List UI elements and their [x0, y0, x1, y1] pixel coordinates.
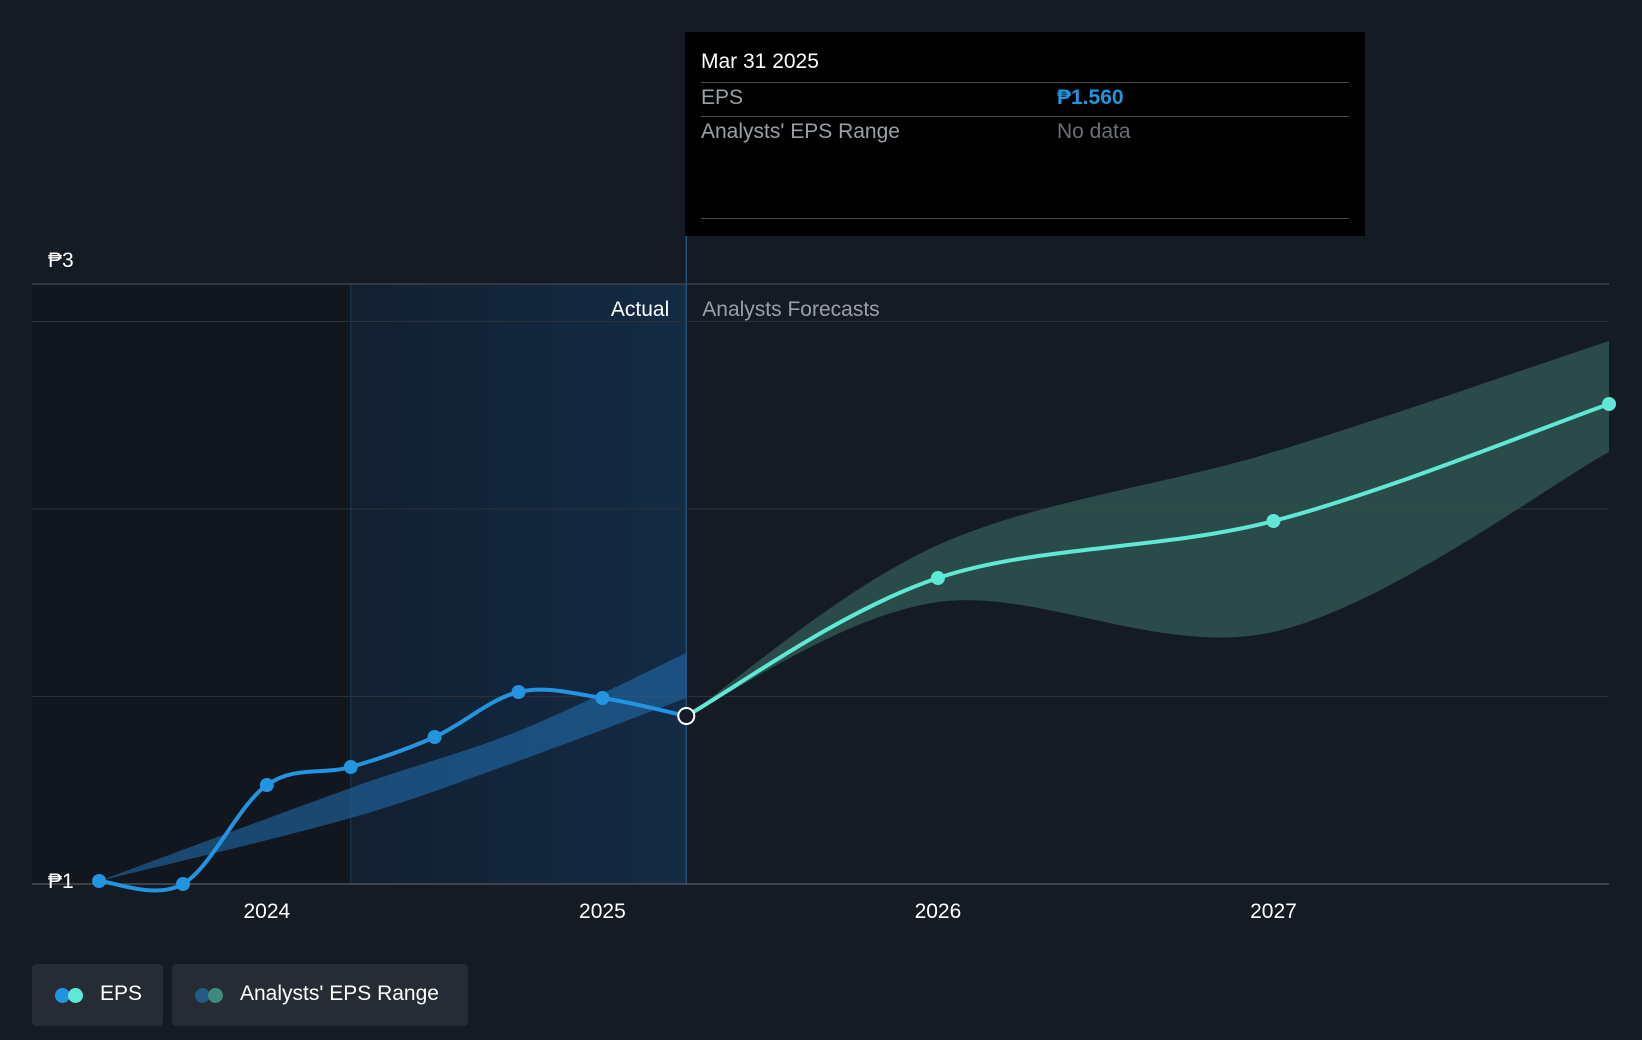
eps-actual-dot-icon: [55, 988, 70, 1003]
eps-range-band-forecast: [686, 341, 1609, 716]
eps-point-actual[interactable]: [427, 730, 442, 744]
legend-item-eps[interactable]: EPS: [32, 964, 163, 1026]
x-tick-label: 2026: [915, 900, 962, 923]
eps-point-actual[interactable]: [175, 877, 190, 891]
tooltip-eps-value: ₱1.560: [1057, 86, 1124, 109]
eps-highlight-point[interactable]: [677, 707, 696, 725]
tooltip-divider: [701, 116, 1349, 117]
x-tick-label: 2024: [244, 900, 291, 923]
x-tick-label: 2027: [1250, 900, 1297, 923]
region-label-actual: Actual: [611, 298, 669, 321]
tooltip-divider: [701, 218, 1349, 219]
eps-point-forecast[interactable]: [930, 571, 945, 585]
eps-point-actual[interactable]: [343, 760, 358, 774]
region-label-forecast: Analysts Forecasts: [702, 298, 879, 321]
tooltip-date: Mar 31 2025: [701, 50, 819, 73]
eps-point-actual[interactable]: [511, 685, 526, 699]
eps-point-forecast[interactable]: [1602, 397, 1616, 411]
tooltip: Mar 31 2025 EPS ₱1.560 Analysts' EPS Ran…: [685, 32, 1365, 236]
tooltip-divider: [701, 82, 1349, 83]
legend-item-range[interactable]: Analysts' EPS Range: [172, 964, 468, 1026]
y-tick-label: ₱1: [48, 870, 74, 893]
eps-line-actual: [97, 687, 689, 893]
range-actual-dot-icon: [195, 988, 210, 1003]
eps-point-actual[interactable]: [259, 778, 274, 792]
x-tick-label: 2025: [579, 900, 626, 923]
legend-range-label: Analysts' EPS Range: [240, 982, 439, 1005]
eps-point-forecast[interactable]: [1266, 514, 1281, 528]
eps-point-actual[interactable]: [595, 691, 610, 705]
legend-eps-label: EPS: [100, 982, 143, 1005]
eps-forecast-dot-icon: [68, 988, 83, 1003]
eps-line-forecast: [684, 402, 1611, 718]
eps-point-actual[interactable]: [92, 874, 107, 888]
tooltip-range-value: No data: [1057, 120, 1131, 143]
tooltip-range-label: Analysts' EPS Range: [701, 120, 900, 143]
tooltip-eps-label: EPS: [701, 86, 744, 109]
range-forecast-dot-icon: [208, 988, 223, 1003]
y-tick-label: ₱3: [48, 249, 74, 272]
